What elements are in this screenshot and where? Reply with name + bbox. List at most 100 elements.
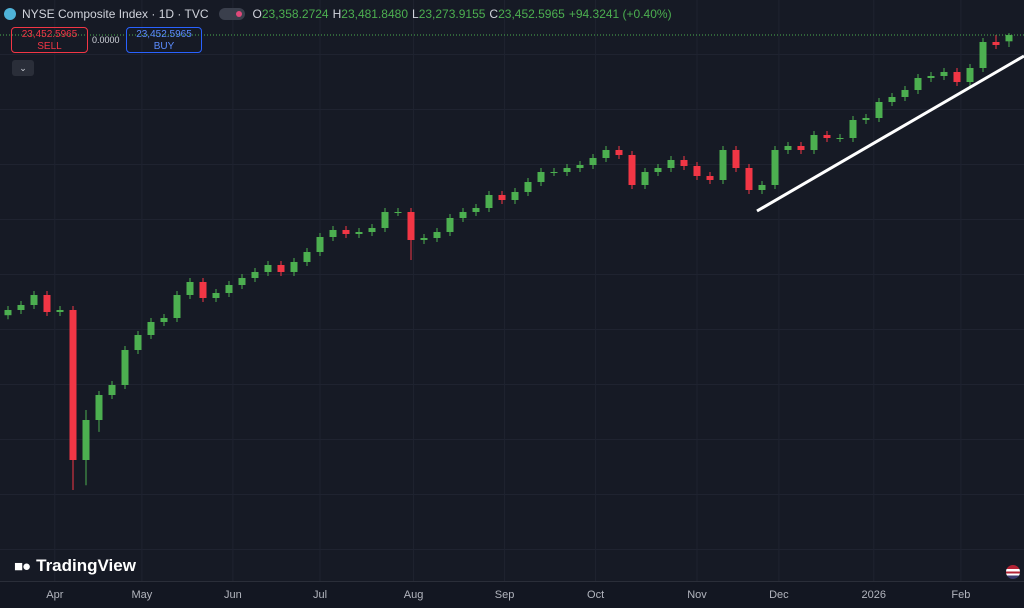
ohlc-key: H bbox=[332, 7, 342, 21]
candle-body bbox=[147, 322, 155, 335]
buy-label: BUY bbox=[153, 41, 175, 52]
candle-body bbox=[576, 165, 584, 168]
candle-body bbox=[251, 272, 259, 278]
candle-body bbox=[420, 238, 428, 240]
ohlc-value: 23,273.9155 bbox=[418, 7, 486, 21]
candle-body bbox=[654, 168, 662, 172]
candle-body bbox=[862, 118, 870, 120]
candle-body bbox=[17, 305, 25, 310]
candle-body bbox=[537, 172, 545, 182]
candle-body bbox=[914, 78, 922, 90]
candle-body bbox=[277, 265, 285, 272]
candle-body bbox=[758, 185, 766, 190]
candle-body bbox=[186, 282, 194, 295]
flag-icon bbox=[1006, 565, 1020, 579]
candle-body bbox=[693, 166, 701, 176]
candle-body bbox=[199, 282, 207, 298]
candle-body bbox=[394, 212, 402, 213]
sell-button[interactable]: 23,452.5965 SELL bbox=[11, 27, 88, 53]
candle-body bbox=[134, 335, 142, 350]
candle-body bbox=[667, 160, 675, 168]
candle-body bbox=[953, 72, 961, 82]
candle-body bbox=[225, 285, 233, 293]
candle-body bbox=[56, 310, 64, 312]
candle-body bbox=[602, 150, 610, 158]
candle-body bbox=[771, 150, 779, 185]
sell-label: SELL bbox=[37, 41, 62, 52]
collapse-button[interactable]: ⌄ bbox=[12, 60, 34, 76]
candle-body bbox=[927, 76, 935, 78]
candle-body bbox=[836, 138, 844, 139]
candle-body bbox=[121, 350, 129, 385]
candle-body bbox=[797, 146, 805, 150]
candle-body bbox=[1005, 35, 1013, 42]
candle-body bbox=[433, 232, 441, 238]
candle-body bbox=[368, 228, 376, 232]
candle-body bbox=[355, 232, 363, 234]
candle-body bbox=[823, 135, 831, 138]
change: +94.3241 (+0.40%) bbox=[568, 7, 672, 21]
candle-body bbox=[446, 218, 454, 232]
candle-body bbox=[485, 195, 493, 208]
candle-body bbox=[173, 295, 181, 318]
candle-body bbox=[342, 230, 350, 234]
ohlc-key: O bbox=[252, 7, 262, 21]
candle-body bbox=[69, 310, 77, 460]
candle-body bbox=[82, 420, 90, 460]
brand-name: TradingView bbox=[36, 556, 136, 575]
candle-body bbox=[966, 68, 974, 82]
candle-body bbox=[108, 385, 116, 395]
candle-body bbox=[30, 295, 38, 305]
x-tick-label: Oct bbox=[587, 589, 604, 601]
candle-body bbox=[472, 208, 480, 212]
candle-body bbox=[979, 42, 987, 68]
x-tick-label: Sep bbox=[495, 589, 515, 601]
buy-price: 23,452.5965 bbox=[136, 29, 192, 40]
x-tick-label: Feb bbox=[951, 589, 970, 601]
spread: 0.0000 bbox=[92, 35, 120, 45]
trend-line bbox=[756, 54, 1024, 213]
candle-body bbox=[992, 42, 1000, 45]
candle-body bbox=[940, 72, 948, 76]
candle-body bbox=[680, 160, 688, 166]
candle-body bbox=[628, 155, 636, 185]
x-tick-label: 2026 bbox=[862, 589, 886, 601]
ohlc-key: C bbox=[489, 7, 499, 21]
sell-price: 23,452.5965 bbox=[21, 29, 78, 40]
symbol-icon bbox=[4, 8, 16, 20]
candle-body bbox=[407, 212, 415, 240]
candle-body bbox=[784, 146, 792, 150]
ohlc-value: 23,452.5965 bbox=[498, 7, 565, 21]
candle-body bbox=[589, 158, 597, 165]
candle-body bbox=[43, 295, 51, 312]
x-tick-label: May bbox=[132, 589, 153, 601]
candle-body bbox=[160, 318, 168, 322]
candle-body bbox=[875, 102, 883, 118]
market-status[interactable] bbox=[218, 8, 245, 20]
candle-body bbox=[303, 252, 311, 262]
candle-body bbox=[810, 135, 818, 150]
x-tick-label: Nov bbox=[687, 589, 707, 601]
candle-body bbox=[563, 168, 571, 172]
x-tick-label: Apr bbox=[46, 589, 63, 601]
candle-body bbox=[498, 195, 506, 200]
legend-bar: NYSE Composite Index · 1D · TVC O 23,358… bbox=[4, 5, 676, 23]
candle-body bbox=[381, 212, 389, 228]
candle-body bbox=[745, 168, 753, 190]
candle-body bbox=[290, 262, 298, 272]
candle-body bbox=[888, 97, 896, 102]
candle-body bbox=[615, 150, 623, 155]
symbol-title: NYSE Composite Index · 1D · TVC bbox=[22, 7, 209, 21]
candle-body bbox=[212, 293, 220, 298]
candle-body bbox=[719, 150, 727, 180]
buy-button[interactable]: 23,452.5965 BUY bbox=[126, 27, 202, 53]
candle-body bbox=[264, 265, 272, 272]
x-tick-label: Jul bbox=[313, 589, 327, 601]
candle-body bbox=[732, 150, 740, 168]
candle-body bbox=[511, 192, 519, 200]
x-tick-label: Dec bbox=[769, 589, 789, 601]
ohlc-value: 23,481.8480 bbox=[341, 7, 408, 21]
time-axis bbox=[0, 581, 1024, 608]
